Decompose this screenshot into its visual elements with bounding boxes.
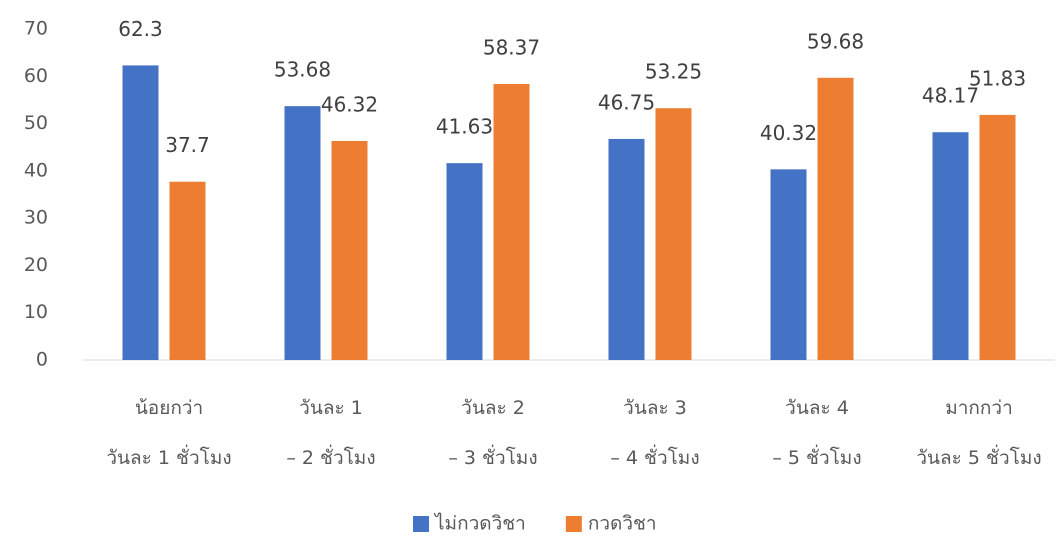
bar <box>817 77 854 360</box>
value-label: 62.3 <box>118 17 163 41</box>
legend-label: ไม่กวดวิชา <box>433 513 526 535</box>
x-tick-label: วันละ 1– 2 ชั่วโมง <box>286 397 375 469</box>
value-label: 58.37 <box>483 35 540 59</box>
bar <box>493 83 530 360</box>
value-label: 41.63 <box>436 115 493 139</box>
value-label: 53.25 <box>645 60 702 84</box>
bar <box>446 163 483 360</box>
bar <box>932 132 969 360</box>
y-tick-label: 60 <box>24 65 48 87</box>
y-tick-label: 70 <box>24 18 48 40</box>
y-tick-label: 10 <box>24 301 48 323</box>
y-tick-label: 50 <box>24 112 48 134</box>
y-tick-label: 40 <box>24 159 48 181</box>
x-tick-label: วันละ 4– 5 ชั่วโมง <box>772 397 861 469</box>
value-label: 51.83 <box>969 66 1026 90</box>
bar <box>284 106 321 360</box>
bar <box>770 169 807 360</box>
x-tick-label: น้อยกว่าวันละ 1 ชั่วโมง <box>106 397 231 469</box>
x-tick-label: วันละ 3– 4 ชั่วโมง <box>610 397 699 469</box>
x-tick-label: วันละ 2– 3 ชั่วโมง <box>448 397 537 469</box>
value-label: 37.7 <box>165 133 210 157</box>
bar <box>331 140 368 360</box>
bar <box>655 108 692 360</box>
y-tick-label: 30 <box>24 207 48 229</box>
value-label: 53.68 <box>274 58 331 82</box>
y-tick-label: 20 <box>24 254 48 276</box>
value-label: 59.68 <box>807 29 864 53</box>
legend-label: กวดวิชา <box>588 513 657 535</box>
value-label: 46.75 <box>598 90 655 114</box>
bar <box>979 114 1016 360</box>
legend-swatch <box>565 516 582 532</box>
bar <box>608 138 645 360</box>
value-label: 48.17 <box>922 84 979 108</box>
bar <box>169 181 206 360</box>
value-label: 46.32 <box>321 92 378 116</box>
value-label: 40.32 <box>760 121 817 145</box>
x-tick-label: มากกว่าวันละ 5 ชั่วโมง <box>916 397 1041 469</box>
bar <box>122 65 159 360</box>
y-tick-label: 0 <box>36 349 48 371</box>
legend-swatch <box>413 516 429 532</box>
